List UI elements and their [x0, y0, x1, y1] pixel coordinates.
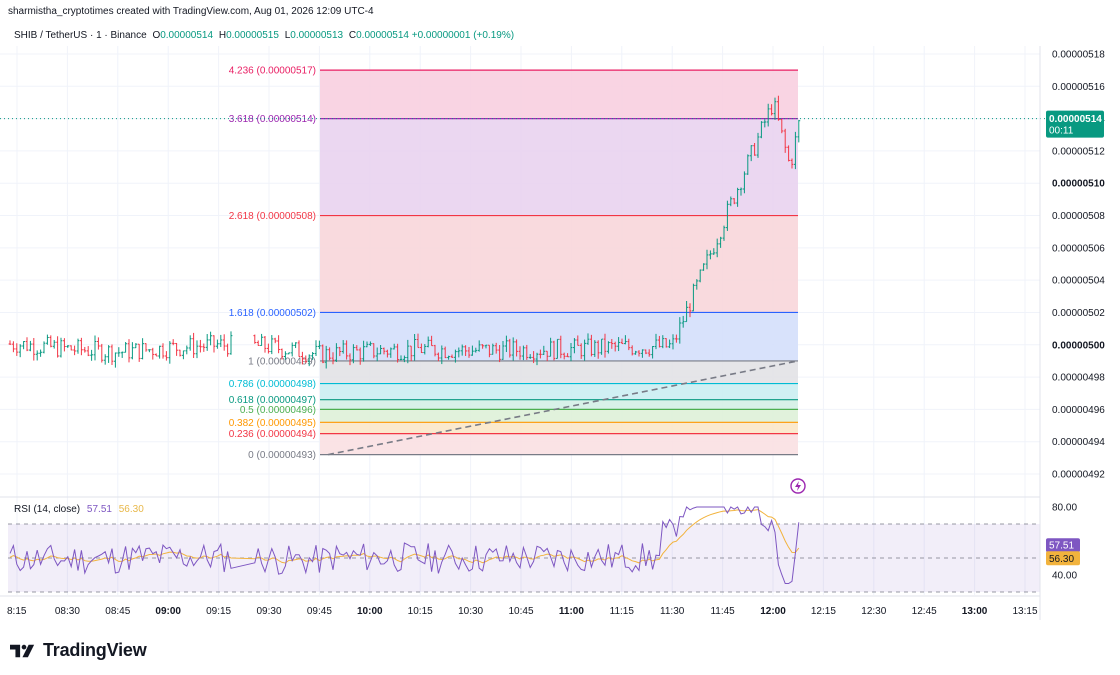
time-axis-label: 09:30	[256, 606, 281, 617]
candles	[8, 95, 801, 369]
price-axis-label: 0.00000502	[1052, 308, 1105, 319]
time-axis-label: 09:00	[155, 606, 181, 617]
countdown-timer: 00:11	[1049, 126, 1074, 137]
fib-level-label: 2.618 (0.00000508)	[229, 211, 316, 222]
time-axis-label: 08:45	[105, 606, 130, 617]
time-axis-label: 13:15	[1012, 606, 1037, 617]
change-value: +0.00000001 (+0.19%)	[411, 30, 515, 41]
open-label: O	[152, 30, 161, 41]
time-axis-label: 08:30	[55, 606, 80, 617]
fib-zone	[320, 118, 798, 216]
time-axis-label: 13:00	[962, 606, 988, 617]
fib-zone	[320, 383, 798, 400]
price-axis-label: 0.00000506	[1052, 243, 1105, 254]
price-axis-label: 0.00000500	[1052, 340, 1105, 351]
price-axis-label: 0.00000492	[1052, 470, 1105, 481]
price-axis-label: 0.00000496	[1052, 405, 1105, 416]
time-axis-label: 10:00	[357, 606, 383, 617]
time-axis-label: 10:45	[508, 606, 533, 617]
rsi-title: RSI (14, close)	[14, 504, 81, 515]
current-price-tag	[1046, 110, 1104, 138]
low-value: 0.00000513	[290, 30, 344, 41]
fib-level-label: 0.382 (0.00000495)	[229, 418, 316, 429]
fib-zone	[320, 433, 798, 455]
close-value: 0.00000514	[356, 30, 409, 41]
time-axis-label: 11:00	[559, 606, 584, 617]
time-axis: 8:15 08:30 08:45 09:00 09:15 09:30 09:45 10:00 1…	[0, 46, 1041, 620]
fib-level-label: 4.236 (0.00000517)	[229, 66, 316, 77]
open-value: 0.00000514	[160, 30, 214, 41]
time-axis-label: 8:15	[7, 606, 27, 617]
fib-level-label: 3.618 (0.00000514)	[229, 114, 316, 125]
price-axis-label: 0.00000512	[1052, 146, 1105, 157]
price-axis: 0.00000518 0.00000516 0.00000514 0.00000512…	[1046, 50, 1105, 481]
price-axis-label: 0.00000504	[1052, 276, 1105, 287]
price-axis-label: 0.00000494	[1052, 437, 1105, 448]
price-axis-label: 0.00000498	[1052, 373, 1105, 384]
brand-name: TradingView	[43, 640, 147, 660]
rsi-panel: 80.00 40.00 57.51 56.30	[0, 496, 1080, 593]
rsi-legend[interactable]: RSI (14, close) 57.51 56.30	[14, 504, 144, 515]
tradingview-logo-icon	[10, 644, 35, 657]
time-axis-label: 10:30	[458, 606, 483, 617]
chart-credit: sharmistha_cryptotimes created with Trad…	[8, 6, 374, 17]
fib-zone	[320, 360, 798, 384]
time-axis-label: 11:15	[610, 606, 635, 617]
time-axis-label: 09:45	[307, 606, 332, 617]
time-axis-label: 12:45	[912, 606, 937, 617]
price-axis-label: 0.00000518	[1052, 50, 1105, 61]
time-axis-label: 12:15	[811, 606, 836, 617]
fib-extension: 4.236 (0.00000517) 3.618 (0.00000514) 2.61…	[229, 66, 799, 461]
symbol-name[interactable]: SHIB / TetherUS · 1 · Binance	[14, 30, 147, 41]
fib-level-label: 0 (0.00000493)	[248, 450, 316, 461]
price-axis-label: 0.00000510	[1052, 179, 1105, 190]
rsi-legend-value: 57.51	[86, 504, 112, 515]
high-label: H	[218, 30, 227, 41]
brand[interactable]: TradingView	[10, 640, 147, 661]
close-label: C	[348, 30, 357, 41]
fib-zone	[320, 312, 798, 361]
price-axis-label: 0.00000516	[1052, 82, 1105, 93]
time-axis-label: 11:45	[710, 606, 735, 617]
fib-zone	[320, 422, 798, 434]
fib-level-label: 0.5 (0.00000496)	[240, 405, 316, 416]
low-label: L	[284, 30, 291, 41]
rsi-ma-line	[9, 509, 800, 564]
time-axis-label: 12:00	[760, 606, 786, 617]
rsi-legend-ma: 56.30	[118, 504, 144, 515]
fib-level-label: 0.236 (0.00000494)	[229, 429, 316, 440]
rsi-axis-label: 40.00	[1052, 571, 1077, 582]
rsi-ma-tag	[1046, 551, 1080, 566]
rsi-ma-label: 56.30	[1049, 554, 1074, 565]
symbol-legend: SHIB / TetherUS · 1 · Binance O0.0000051…	[14, 30, 514, 41]
fib-level-label: 0.618 (0.00000497)	[229, 395, 316, 406]
fib-zone	[320, 399, 798, 410]
time-axis-label: 11:30	[660, 606, 685, 617]
price-axis-label: 0.00000508	[1052, 211, 1105, 222]
time-axis-label: 10:15	[408, 606, 433, 617]
rsi-value-tag	[1046, 538, 1080, 553]
current-price-value: 0.00000514	[1049, 114, 1102, 125]
time-axis-label: 12:30	[861, 606, 886, 617]
alert-bolt-glyph	[795, 481, 801, 491]
high-value: 0.00000515	[226, 30, 279, 41]
fib-level-label: 0.786 (0.00000498)	[229, 379, 316, 390]
alert-bolt-icon	[790, 478, 806, 494]
rsi-axis-label: 80.00	[1052, 503, 1077, 514]
time-axis-label: 09:15	[206, 606, 231, 617]
fib-level-label: 1.618 (0.00000502)	[229, 308, 316, 319]
fib-zone	[320, 215, 798, 313]
fib-zone	[320, 409, 798, 423]
fib-zone	[320, 70, 798, 119]
rsi-line	[9, 506, 800, 584]
chart-overlay	[0, 118, 1046, 494]
fib-level-label: 1 (0.00000499)	[248, 356, 316, 367]
rsi-value-label: 57.51	[1049, 541, 1074, 552]
